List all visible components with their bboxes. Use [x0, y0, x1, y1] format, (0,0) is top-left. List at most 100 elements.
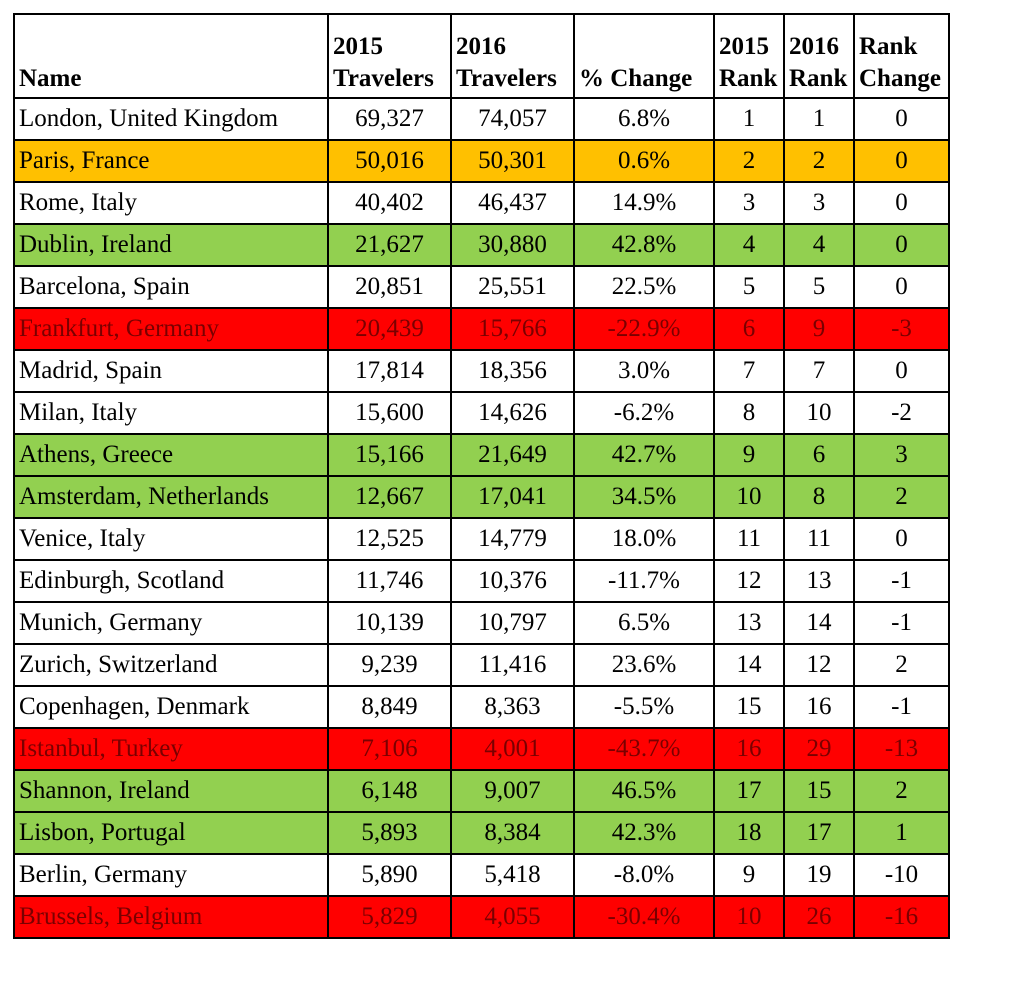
cell-name: Berlin, Germany	[13, 853, 329, 897]
cell-travelers-2015: 21,627	[327, 223, 452, 267]
cell-travelers-2015: 17,814	[327, 349, 452, 393]
cell-rank-2016: 10	[783, 391, 855, 435]
cell-rank-change: 0	[853, 139, 950, 183]
cell-rank-change: -3	[853, 307, 950, 351]
cell-name: Venice, Italy	[13, 517, 329, 561]
travelers-table-container: Name 2015 Travelers 2016 Travelers % Cha…	[13, 13, 950, 939]
header-travelers-2015-line2: Travelers	[333, 65, 434, 92]
cell-rank-2016: 2	[783, 139, 855, 183]
cell-rank-2016: 13	[783, 559, 855, 603]
cell-travelers-2016: 4,055	[450, 895, 575, 939]
cell-rank-2015: 1	[713, 97, 785, 141]
cell-rank-2015: 9	[713, 853, 785, 897]
cell-pct-change: 34.5%	[573, 475, 715, 519]
cell-pct-change: -6.2%	[573, 391, 715, 435]
table-row: Istanbul, Turkey 7,106 4,001 -43.7% 16 29 -13	[13, 727, 950, 771]
cell-travelers-2015: 12,667	[327, 475, 452, 519]
table-row: Milan, Italy 15,600 14,626 -6.2% 8 10 -2	[13, 391, 950, 435]
cell-travelers-2016: 15,766	[450, 307, 575, 351]
header-travelers-2016-line2: Travelers	[456, 65, 557, 92]
cell-rank-2015: 11	[713, 517, 785, 561]
cell-rank-change: -16	[853, 895, 950, 939]
cell-travelers-2015: 69,327	[327, 97, 452, 141]
cell-rank-2015: 6	[713, 307, 785, 351]
header-row: Name 2015 Travelers 2016 Travelers % Cha…	[13, 13, 950, 99]
header-rank-change-line1: Rank	[859, 33, 918, 60]
cell-travelers-2016: 74,057	[450, 97, 575, 141]
cell-rank-2016: 4	[783, 223, 855, 267]
table-row: Copenhagen, Denmark 8,849 8,363 -5.5% 15 16 -1	[13, 685, 950, 729]
cell-travelers-2015: 5,890	[327, 853, 452, 897]
cell-rank-change: 0	[853, 517, 950, 561]
cell-travelers-2016: 50,301	[450, 139, 575, 183]
cell-rank-2016: 8	[783, 475, 855, 519]
table-row: Athens, Greece 15,166 21,649 42.7% 9 6 3	[13, 433, 950, 477]
cell-name: Paris, France	[13, 139, 329, 183]
cell-name: Athens, Greece	[13, 433, 329, 477]
cell-name: Munich, Germany	[13, 601, 329, 645]
cell-travelers-2015: 8,849	[327, 685, 452, 729]
cell-travelers-2015: 5,893	[327, 811, 452, 855]
cell-pct-change: 14.9%	[573, 181, 715, 225]
cell-travelers-2016: 17,041	[450, 475, 575, 519]
header-rank-2015-line1: 2015	[719, 33, 769, 60]
cell-name: Edinburgh, Scotland	[13, 559, 329, 603]
cell-rank-2016: 12	[783, 643, 855, 687]
cell-rank-change: 1	[853, 811, 950, 855]
cell-rank-2015: 13	[713, 601, 785, 645]
table-body: London, United Kingdom 69,327 74,057 6.8% 1 1…	[13, 97, 950, 939]
cell-name: Madrid, Spain	[13, 349, 329, 393]
cell-pct-change: -5.5%	[573, 685, 715, 729]
cell-rank-2015: 18	[713, 811, 785, 855]
table-row: Frankfurt, Germany 20,439 15,766 -22.9% 6 9 -3	[13, 307, 950, 351]
cell-rank-2015: 7	[713, 349, 785, 393]
cell-travelers-2015: 15,166	[327, 433, 452, 477]
cell-name: Istanbul, Turkey	[13, 727, 329, 771]
cell-pct-change: 23.6%	[573, 643, 715, 687]
cell-rank-change: -1	[853, 685, 950, 729]
cell-name: Copenhagen, Denmark	[13, 685, 329, 729]
header-travelers-2016: 2016 Travelers	[450, 13, 575, 99]
cell-rank-2015: 2	[713, 139, 785, 183]
cell-pct-change: 42.8%	[573, 223, 715, 267]
cell-rank-2016: 5	[783, 265, 855, 309]
header-rank-2016-line2: Rank	[789, 65, 848, 92]
table-row: Dublin, Ireland 21,627 30,880 42.8% 4 4 0	[13, 223, 950, 267]
cell-rank-change: -13	[853, 727, 950, 771]
cell-travelers-2015: 12,525	[327, 517, 452, 561]
cell-travelers-2015: 10,139	[327, 601, 452, 645]
cell-pct-change: 0.6%	[573, 139, 715, 183]
cell-rank-2016: 3	[783, 181, 855, 225]
cell-pct-change: 22.5%	[573, 265, 715, 309]
header-rank-2015-line2: Rank	[719, 65, 778, 92]
cell-rank-2015: 17	[713, 769, 785, 813]
cell-rank-2015: 3	[713, 181, 785, 225]
cell-travelers-2016: 10,376	[450, 559, 575, 603]
cell-pct-change: 3.0%	[573, 349, 715, 393]
cell-rank-change: 0	[853, 349, 950, 393]
cell-name: Shannon, Ireland	[13, 769, 329, 813]
cell-rank-change: 2	[853, 643, 950, 687]
cell-travelers-2016: 5,418	[450, 853, 575, 897]
cell-pct-change: -43.7%	[573, 727, 715, 771]
cell-name: Amsterdam, Netherlands	[13, 475, 329, 519]
cell-rank-2016: 29	[783, 727, 855, 771]
table-row: Madrid, Spain 17,814 18,356 3.0% 7 7 0	[13, 349, 950, 393]
cell-travelers-2016: 14,779	[450, 517, 575, 561]
cell-pct-change: 18.0%	[573, 517, 715, 561]
cell-rank-2015: 5	[713, 265, 785, 309]
table-row: Barcelona, Spain 20,851 25,551 22.5% 5 5 0	[13, 265, 950, 309]
header-travelers-2015: 2015 Travelers	[327, 13, 452, 99]
cell-rank-change: 0	[853, 223, 950, 267]
cell-rank-2016: 6	[783, 433, 855, 477]
table-row: Edinburgh, Scotland 11,746 10,376 -11.7% 12 1…	[13, 559, 950, 603]
cell-rank-2015: 10	[713, 475, 785, 519]
cell-travelers-2015: 5,829	[327, 895, 452, 939]
header-pct-change: % Change	[573, 13, 715, 99]
cell-rank-change: 2	[853, 769, 950, 813]
cell-travelers-2016: 9,007	[450, 769, 575, 813]
table-row: Amsterdam, Netherlands 12,667 17,041 34.5% 1…	[13, 475, 950, 519]
cell-name: Zurich, Switzerland	[13, 643, 329, 687]
cell-pct-change: -30.4%	[573, 895, 715, 939]
cell-pct-change: -22.9%	[573, 307, 715, 351]
